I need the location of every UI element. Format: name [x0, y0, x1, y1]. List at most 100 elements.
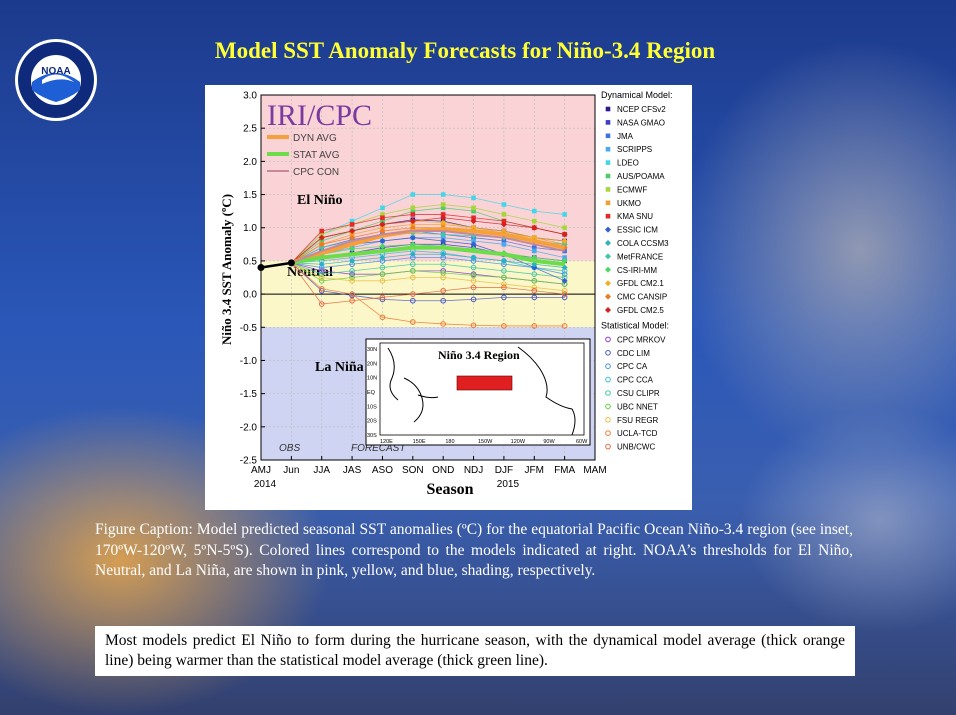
series-point	[379, 294, 386, 301]
series-point	[531, 271, 538, 277]
series-point	[470, 218, 477, 225]
series-point	[379, 264, 386, 271]
series-point	[318, 271, 325, 277]
y-tick-label: 1.5	[243, 190, 257, 201]
legend-marker	[605, 266, 611, 273]
legend-marker	[605, 390, 611, 396]
series-line	[291, 262, 565, 278]
series-point	[531, 218, 537, 224]
series-point	[531, 248, 537, 254]
inset-lat-label: 30S	[367, 433, 377, 439]
y-tick-label: 0.5	[243, 256, 257, 267]
inset-coast-east	[517, 346, 576, 436]
series-point	[470, 296, 477, 303]
y-tick-label: 1.0	[243, 223, 257, 234]
inset-lon-label: 120W	[511, 439, 526, 445]
series-point	[349, 274, 355, 281]
legend-marker	[605, 430, 611, 437]
series-line	[291, 214, 565, 264]
inset-coast-west	[387, 347, 439, 423]
series-point	[380, 215, 385, 221]
series-point	[531, 264, 538, 271]
series-point	[440, 297, 446, 304]
legend-label: CPC CCA	[617, 376, 654, 385]
chart-watermark: IRI/CPC	[267, 99, 372, 132]
series-point	[349, 271, 355, 277]
series-point	[531, 284, 538, 291]
series-point	[440, 202, 446, 207]
series-line	[291, 262, 565, 302]
series-point	[500, 221, 507, 228]
series-point	[318, 278, 325, 284]
legend-marker	[605, 146, 611, 152]
series-point	[440, 287, 446, 294]
inset-lon-label: 150E	[413, 439, 426, 445]
legend-marker	[605, 253, 611, 260]
legend-marker	[605, 403, 611, 410]
y-tick-label: -2.0	[240, 422, 258, 433]
figure-caption: Figure Caption: Model predicted seasonal…	[95, 521, 853, 579]
legend-label: CPC CA	[617, 362, 648, 371]
series-point	[349, 278, 355, 284]
series-point	[318, 234, 325, 241]
series-point	[440, 235, 446, 240]
legend-header-dynamical: Dynamical Model:	[601, 90, 673, 100]
legend-marker	[605, 280, 611, 287]
obs-label: OBS	[279, 443, 300, 454]
x-tick-label: ASO	[372, 465, 393, 476]
series-line	[291, 217, 565, 264]
series-point	[562, 255, 567, 260]
legend-marker	[605, 226, 611, 233]
inset-lon-label: 120E	[380, 439, 393, 445]
legend-marker	[605, 240, 611, 246]
series-point	[319, 228, 325, 234]
series-point	[501, 218, 507, 224]
series-point	[349, 245, 356, 252]
series-line	[291, 230, 565, 264]
series-point	[531, 278, 538, 284]
series-point	[379, 238, 386, 244]
series-point	[410, 192, 416, 197]
series-csu-clipr	[291, 261, 568, 281]
x-tick-label: FMA	[554, 465, 575, 476]
series-point	[470, 284, 477, 291]
x-tick-label: SON	[402, 465, 424, 476]
series-point	[440, 205, 446, 211]
series-point	[410, 222, 416, 227]
y-tick-label: 0.0	[243, 290, 257, 301]
series-point	[409, 218, 416, 225]
noaa-logo: NOAA	[15, 39, 97, 121]
inset-lon-label: 90W	[543, 439, 555, 445]
x-axis-label: Season	[426, 481, 473, 498]
region-label-la-nina: La Niña	[315, 360, 364, 375]
legend-label: JMA	[617, 132, 634, 141]
chart-panel: IRI/CPC El Niño Neutral La Niña OBS FORECAST …	[205, 85, 692, 510]
series-point	[561, 294, 568, 301]
series-point	[380, 212, 385, 217]
series-point	[410, 212, 416, 217]
legend-marker	[605, 106, 611, 112]
observed-point	[287, 259, 295, 267]
series-point	[410, 291, 416, 297]
legend-label: GFDL CM2.5	[617, 306, 664, 315]
series-point	[318, 241, 325, 248]
inset-lat-label: 20S	[367, 419, 377, 425]
series-point	[349, 232, 355, 237]
series-point	[500, 257, 507, 264]
series-point	[319, 232, 325, 237]
legend-label: CPC MRKOV	[617, 335, 666, 344]
legend-label: COLA CCSM3	[617, 239, 669, 248]
x-tick-label: Jun	[283, 465, 299, 476]
series-point	[349, 297, 355, 304]
y-tick-label: -0.5	[240, 323, 258, 334]
series-point	[318, 274, 325, 281]
region-band-0	[261, 95, 595, 261]
series-line	[291, 237, 565, 264]
forecast-label: FORECAST	[351, 443, 406, 454]
series-gfdl-cm2-5	[291, 214, 568, 264]
legend-label: UKMO	[617, 199, 641, 208]
series-point	[562, 225, 567, 231]
series-point	[410, 268, 416, 274]
inset-lon-label: 180	[445, 439, 454, 445]
